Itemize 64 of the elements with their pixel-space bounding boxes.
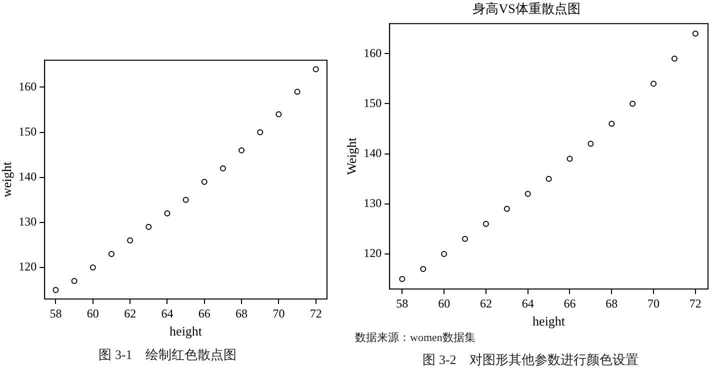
point (52, 286, 59, 293)
point (566, 156, 573, 162)
point (238, 147, 245, 154)
x-tick-label: 66 (198, 306, 210, 320)
x-tick-label: 58 (50, 306, 62, 320)
x-tick-label: 64 (522, 296, 534, 310)
point (127, 237, 134, 244)
caption: 图 3-2 对图形其他参数进行颜色设置 (422, 351, 640, 369)
point (441, 250, 448, 257)
x-tick-label: 66 (564, 296, 576, 310)
point (546, 176, 552, 182)
y-axis-title: Weight (344, 137, 360, 175)
y-axis-title: weight (0, 162, 14, 198)
point (108, 250, 114, 257)
x-axis-title: height (532, 314, 566, 329)
point (462, 236, 468, 242)
point (482, 220, 489, 227)
point (257, 129, 264, 136)
y-tick-label: 150 (364, 96, 382, 110)
point (650, 80, 657, 87)
point (399, 276, 406, 282)
x-tick-label: 68 (606, 296, 618, 310)
x-tick-label: 72 (310, 306, 322, 320)
y-tick-label: 150 (18, 124, 37, 138)
point (588, 140, 594, 147)
point (201, 178, 208, 185)
point (671, 56, 678, 62)
y-tick-label: 140 (18, 170, 37, 184)
chart-title: 身高VS体重散点图 (472, 1, 580, 16)
point (276, 111, 282, 118)
point (630, 100, 636, 107)
y-tick-label: 160 (364, 46, 382, 60)
point (608, 120, 615, 127)
y-tick-label: 140 (364, 146, 382, 160)
x-tick-label: 68 (236, 306, 248, 320)
point (71, 278, 78, 284)
point (420, 266, 426, 272)
x-tick-label: 72 (689, 296, 702, 310)
point (182, 196, 189, 203)
point (164, 210, 170, 216)
point (692, 30, 698, 37)
point (146, 224, 152, 230)
y-tick-label: 130 (18, 214, 37, 229)
point (312, 66, 319, 72)
x-tick-label: 62 (124, 306, 136, 320)
x-tick-label: 60 (86, 306, 99, 320)
x-tick-label: 62 (480, 296, 492, 310)
y-tick-label: 120 (18, 260, 37, 274)
x-tick-label: 60 (438, 296, 450, 310)
point (90, 264, 96, 270)
x-tick-label: 70 (648, 296, 660, 310)
source-note: 数据来源：women数据集 (354, 331, 476, 345)
caption: 图 3-1 绘制红色散点图 (98, 346, 238, 364)
point (504, 206, 510, 212)
x-tick-label: 58 (396, 296, 408, 310)
point (524, 190, 531, 197)
point (294, 88, 300, 95)
x-tick-label: 70 (272, 306, 285, 320)
x-axis-title: height (170, 324, 202, 339)
y-tick-label: 130 (364, 196, 382, 210)
point (220, 165, 226, 172)
y-tick-label: 120 (364, 246, 382, 260)
x-tick-label: 64 (161, 306, 174, 320)
y-tick-label: 160 (18, 79, 37, 94)
